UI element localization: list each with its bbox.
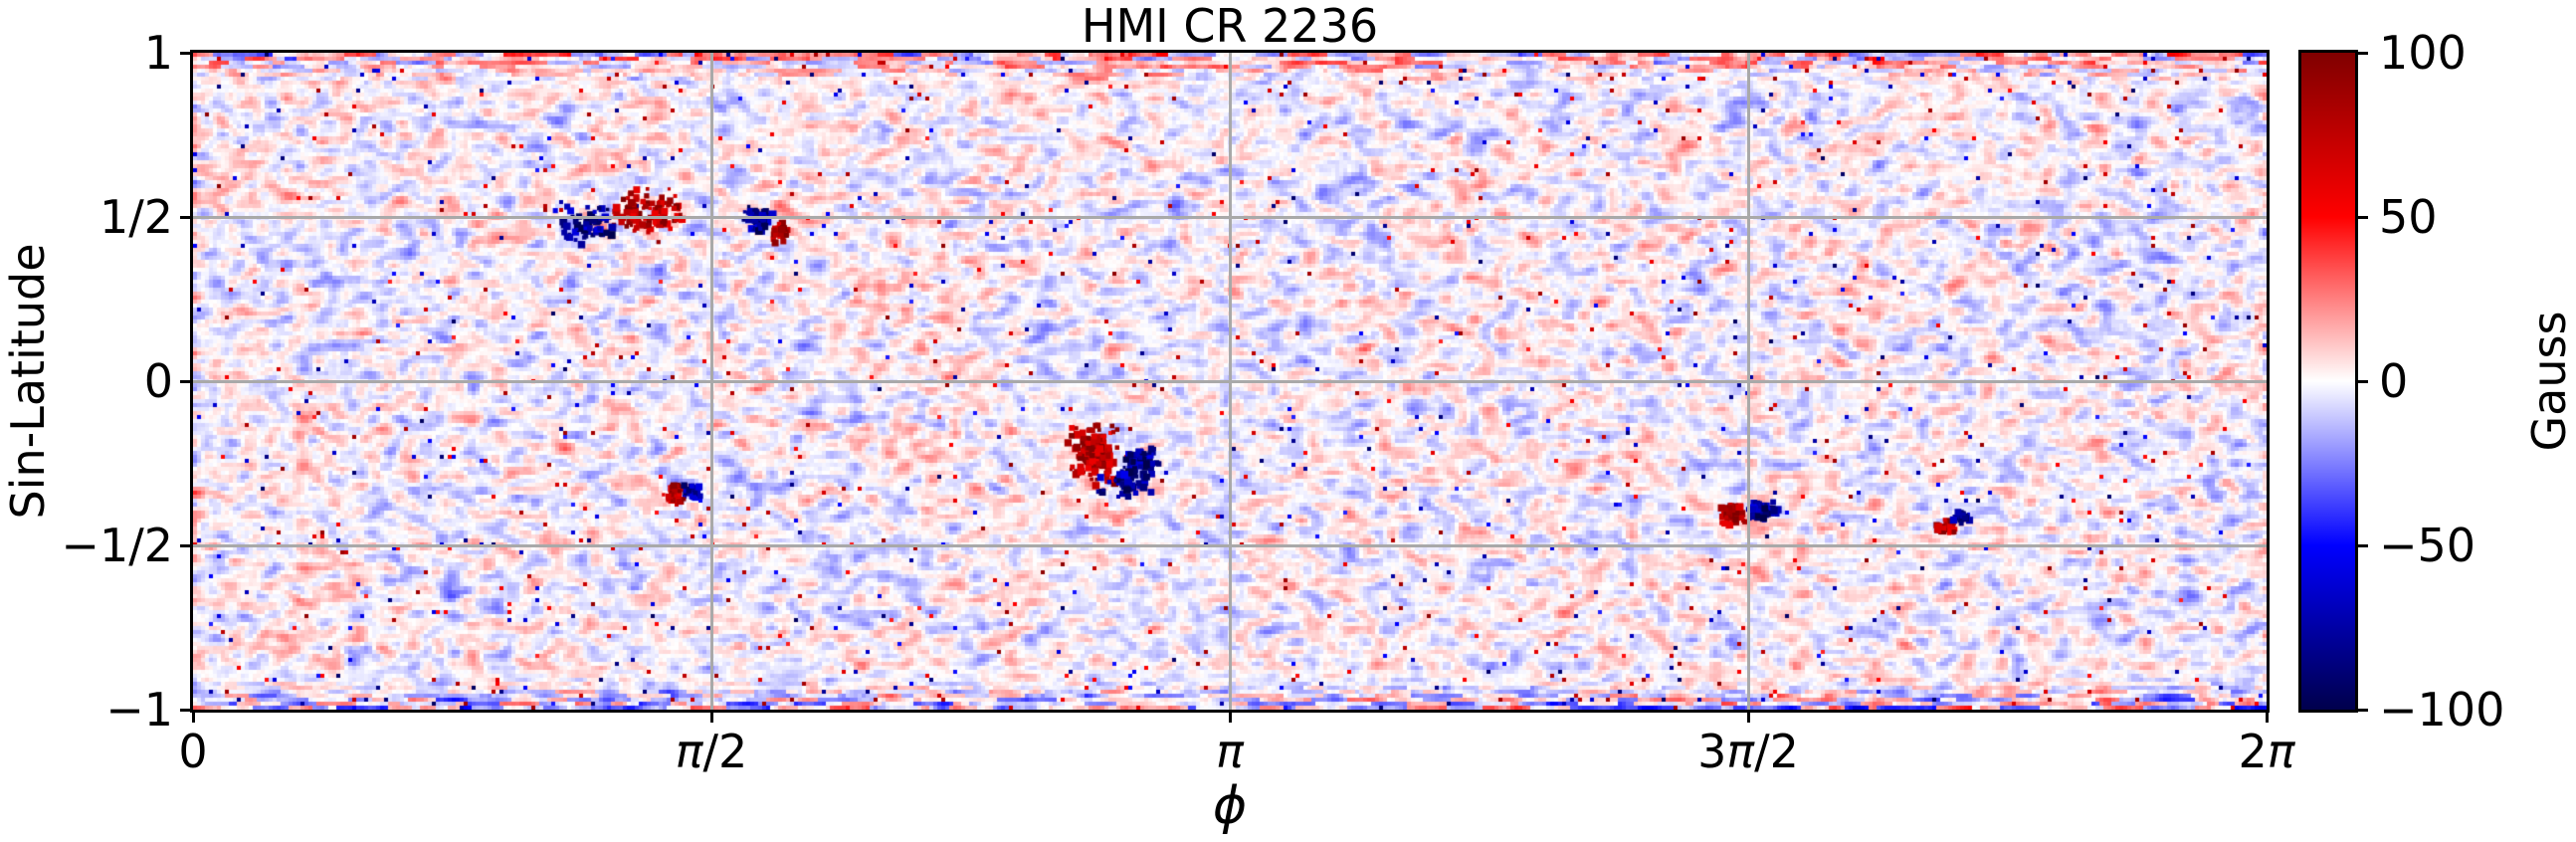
y-tick-mark: [180, 379, 193, 383]
gridline-horizontal: [193, 379, 2267, 383]
x-axis-label: ϕ: [1212, 776, 1248, 836]
y-tick-mark: [180, 51, 193, 55]
y-tick-label-4: −1: [105, 683, 173, 737]
colorbar-tick-label-3: −50: [2379, 519, 2477, 572]
x-tick-label-4: 2π: [2239, 727, 2295, 777]
colorbar-tick-label-1: 50: [2379, 190, 2438, 244]
tick-label-char: π: [1216, 725, 1244, 778]
colorbar-tick-label-4: −100: [2379, 683, 2505, 737]
tick-label-char: /: [1754, 725, 1770, 778]
colorbar-tick-label-2: 0: [2379, 354, 2409, 408]
tick-label-char: 2: [717, 725, 748, 778]
colorbar: [2298, 50, 2358, 713]
x-tick-mark: [2265, 710, 2269, 723]
colorbar-tick-mark: [2355, 379, 2368, 383]
tick-label-char: π: [2267, 725, 2295, 778]
tick-label-char: 2: [1769, 725, 1799, 778]
y-tick-label-0: 1: [143, 26, 173, 80]
tick-label-char: /: [702, 725, 718, 778]
y-tick-label-1: 1/2: [99, 190, 173, 244]
y-tick-label-3: −1/2: [61, 519, 173, 572]
y-tick-mark: [180, 708, 193, 712]
tick-label-char: 2: [2238, 725, 2268, 778]
colorbar-tick-label-0: 100: [2379, 26, 2467, 80]
y-axis-label: Sin-Latitude: [1, 243, 55, 520]
colorbar-label: Gauss: [2522, 311, 2576, 452]
y-tick-mark: [180, 543, 193, 547]
y-tick-label-2: 0: [143, 354, 173, 408]
tick-label-char: π: [675, 725, 703, 778]
y-tick-mark: [180, 215, 193, 219]
gridline-horizontal: [193, 215, 2267, 219]
colorbar-tick-mark: [2355, 708, 2368, 712]
x-tick-label-1: π/2: [676, 727, 747, 777]
x-tick-mark: [1746, 710, 1750, 723]
colorbar-tick-mark: [2355, 51, 2368, 55]
tick-label-char: 0: [178, 725, 208, 778]
plot-area: [190, 50, 2270, 713]
x-tick-label-3: 3π/2: [1697, 727, 1799, 777]
gridline-horizontal: [193, 543, 2267, 547]
x-tick-mark: [709, 710, 713, 723]
colorbar-tick-mark: [2355, 543, 2368, 547]
chart-title: HMI CR 2236: [1081, 0, 1379, 53]
x-tick-label-0: 0: [178, 727, 207, 777]
x-tick-label-2: π: [1216, 727, 1244, 777]
colorbar-tick-mark: [2355, 215, 2368, 219]
tick-label-char: 3: [1697, 725, 1727, 778]
x-tick-mark: [191, 710, 195, 723]
tick-label-char: π: [1726, 725, 1755, 778]
x-tick-mark: [1228, 710, 1232, 723]
